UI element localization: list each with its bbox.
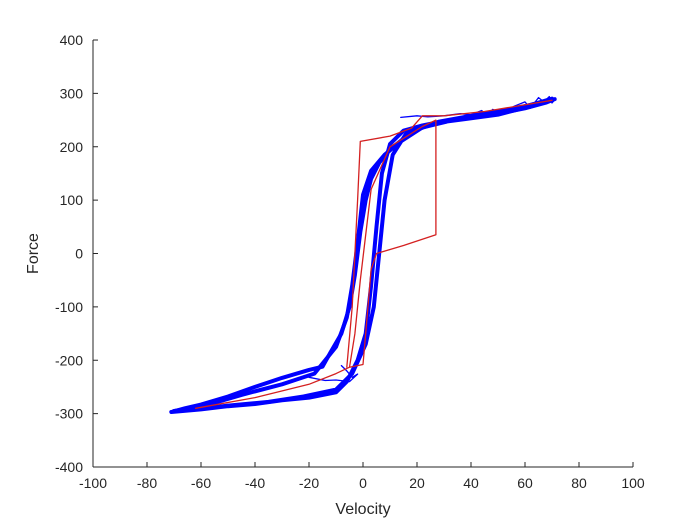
x-tick-label: -20 — [299, 475, 319, 491]
y-tick-label: 200 — [60, 139, 84, 155]
x-tick-label: -40 — [245, 475, 265, 491]
x-tick-label: -100 — [79, 475, 107, 491]
x-tick-label: -60 — [191, 475, 211, 491]
y-tick-label: 300 — [60, 85, 84, 101]
x-tick-label: -80 — [137, 475, 157, 491]
plot-area — [169, 95, 557, 414]
y-tick-label: 400 — [60, 32, 84, 48]
series-line-3 — [308, 364, 359, 383]
x-tick-label: 40 — [463, 475, 479, 491]
y-tick-label: -200 — [55, 352, 83, 368]
x-tick-label: 20 — [409, 475, 425, 491]
y-axis-ticks: -400 -300 -200 -100 0 100 200 300 400 — [55, 32, 98, 475]
y-tick-label: -300 — [55, 406, 83, 422]
y-tick-label: 100 — [60, 192, 84, 208]
x-axis-title: Velocity — [335, 501, 390, 518]
y-tick-label: -100 — [55, 299, 83, 315]
x-tick-label: 100 — [621, 475, 645, 491]
series-line-4 — [194, 119, 437, 409]
x-tick-label: 80 — [571, 475, 587, 491]
x-axis-ticks: -100 -80 -60 -40 -20 0 20 40 60 80 100 — [79, 462, 645, 491]
y-tick-label: 0 — [75, 246, 83, 262]
x-tick-label: 0 — [359, 475, 367, 491]
y-axis-title: Force — [25, 233, 42, 274]
series-line-1 — [172, 96, 554, 413]
x-tick-label: 60 — [517, 475, 533, 491]
series-line-5 — [346, 99, 553, 368]
y-tick-label: -400 — [55, 459, 83, 475]
